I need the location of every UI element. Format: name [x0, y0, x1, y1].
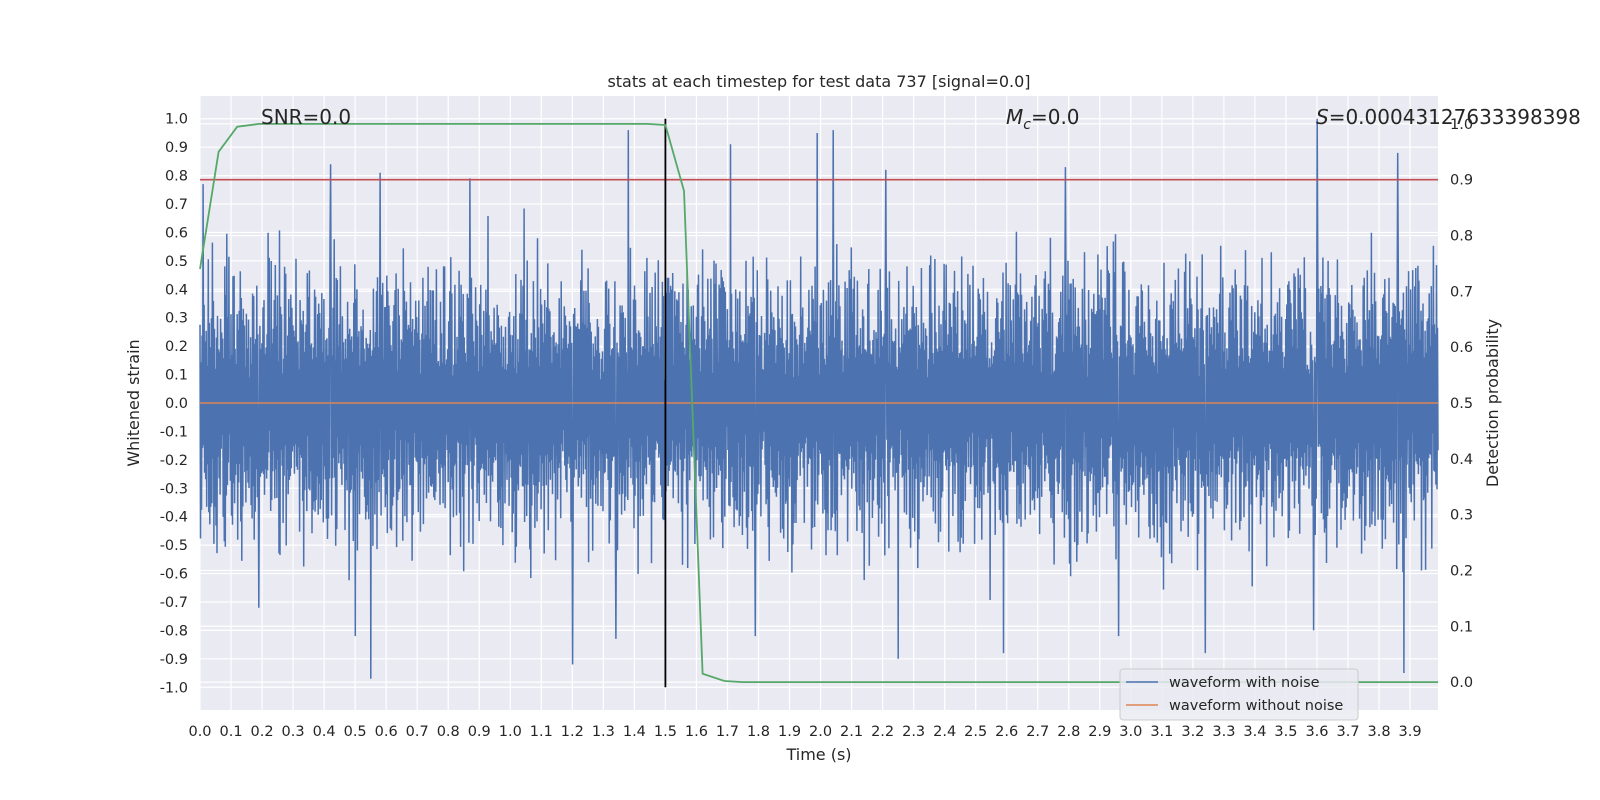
x-tick-label: 0.4: [313, 724, 336, 740]
x-tick-label: 1.7: [716, 724, 739, 740]
x-tick-label: 1.8: [747, 724, 770, 740]
y2-tick-label: 0.1: [1450, 619, 1473, 635]
y2-tick-label: 0.0: [1450, 675, 1473, 691]
x-tick-label: 1.0: [499, 724, 522, 740]
chart-title: stats at each timestep for test data 737…: [607, 72, 1030, 91]
x-tick-label: 3.8: [1368, 724, 1391, 740]
y2-tick-label: 0.7: [1450, 284, 1473, 300]
y-tick-label: 1.0: [165, 112, 188, 128]
x-tick-label: 3.4: [1243, 724, 1266, 740]
y-axis-label: Whitened strain: [124, 339, 143, 466]
y2-tick-label: 0.2: [1450, 563, 1473, 579]
x-tick-label: 2.0: [809, 724, 832, 740]
x-axis-label: Time (s): [785, 745, 851, 764]
x-tick-label: 2.8: [1057, 724, 1080, 740]
chirp-mass-value: =0.0: [1031, 105, 1080, 129]
legend-label-clean: waveform without noise: [1169, 698, 1343, 714]
y2-tick-label: 0.5: [1450, 396, 1473, 412]
x-tick-label: 1.6: [685, 724, 708, 740]
s-symbol: S: [1316, 105, 1329, 129]
x-tick-label: 0.6: [375, 724, 398, 740]
x-tick-label: 0.7: [406, 724, 429, 740]
x-tick-label: 1.1: [530, 724, 553, 740]
y-tick-label: 0.5: [165, 254, 188, 270]
y-tick-label: -0.3: [160, 481, 188, 497]
x-tick-label: 1.3: [592, 724, 615, 740]
snr-annotation: SNR=0.0: [261, 105, 351, 129]
y-tick-label: 0.7: [165, 197, 188, 213]
x-tick-label: 3.5: [1274, 724, 1297, 740]
y-tick-label: 0.2: [165, 339, 188, 355]
x-tick-label: 3.2: [1181, 724, 1204, 740]
y2-tick-label: 0.8: [1450, 229, 1473, 245]
x-tick-label: 0.0: [188, 724, 211, 740]
x-tick-label: 0.9: [468, 724, 491, 740]
x-tick-label: 2.6: [995, 724, 1018, 740]
y-tick-label: -0.8: [160, 623, 188, 639]
y-tick-label: -0.5: [160, 538, 188, 554]
y-tick-label: -0.7: [160, 595, 188, 611]
x-tick-label: 2.7: [1026, 724, 1049, 740]
y-tick-label: 0.4: [165, 282, 188, 298]
y2-tick-label: 1.0: [1450, 117, 1473, 133]
noisy-waveform-line: [199, 118, 1439, 679]
y-tick-label: 0.3: [165, 311, 188, 327]
x-tick-label: 3.7: [1336, 724, 1359, 740]
chirp-mass-annotation: Mc=0.0: [1006, 105, 1080, 133]
y-tick-label: 0.6: [165, 225, 188, 241]
x-tick-label: 1.2: [561, 724, 584, 740]
y-tick-label: -0.6: [160, 567, 188, 583]
s-value: =0.00043127633398398: [1329, 105, 1581, 129]
x-tick-label: 2.3: [902, 724, 925, 740]
x-tick-label: 0.3: [282, 724, 305, 740]
y-tick-label: 0.1: [165, 368, 188, 384]
x-tick-label: 3.3: [1212, 724, 1235, 740]
x-tick-label: 0.8: [437, 724, 460, 740]
x-axis-ticks: 0.0 0.1 0.2 0.3 0.4 0.5 0.6 0.7 0.8 0.9 1.0 1.1 1.2 1…: [188, 724, 1421, 740]
x-tick-label: 1.4: [623, 724, 646, 740]
y2-tick-label: 0.6: [1450, 340, 1473, 356]
y-tick-label: -0.2: [160, 453, 188, 469]
legend: waveform with noise waveform without noi…: [1119, 668, 1359, 721]
y2-tick-label: 0.9: [1450, 173, 1473, 189]
legend-box: [1119, 668, 1359, 721]
y-tick-label: 0.8: [165, 169, 188, 185]
series-noisy-waveform: [199, 118, 1439, 679]
y2-tick-label: 0.3: [1450, 508, 1473, 524]
y-tick-label: -0.1: [160, 424, 188, 440]
y-tick-label: -0.4: [160, 510, 188, 526]
y-axis-ticks: 1.0 0.9 0.8 0.7 0.6 0.5 0.4 0.3 0.2 0.1 0.0 -0.1 -0.…: [160, 112, 188, 697]
x-tick-label: 1.9: [778, 724, 801, 740]
y-tick-label: 0.9: [165, 140, 188, 156]
series-detection-probability: [199, 123, 1438, 683]
x-tick-label: 2.1: [840, 724, 863, 740]
x-tick-label: 0.5: [344, 724, 367, 740]
y-tick-label: 0.0: [165, 396, 188, 412]
y-tick-label: -1.0: [160, 680, 188, 696]
x-tick-label: 3.9: [1399, 724, 1422, 740]
x-tick-label: 3.6: [1305, 724, 1328, 740]
y-tick-label: -0.9: [160, 652, 188, 668]
probability-line: [199, 123, 1438, 683]
chirp-mass-subscript: c: [1023, 117, 1031, 133]
y2-axis-ticks: 1.0 0.9 0.8 0.7 0.6 0.5 0.4 0.3 0.2 0.1 0.0: [1450, 117, 1473, 691]
x-tick-label: 0.1: [219, 724, 242, 740]
s-annotation: S=0.00043127633398398: [1316, 105, 1581, 129]
legend-label-noisy: waveform with noise: [1169, 675, 1320, 691]
x-tick-label: 2.2: [871, 724, 894, 740]
chirp-mass-symbol: M: [1006, 105, 1023, 129]
x-tick-label: 2.5: [964, 724, 987, 740]
x-tick-label: 2.4: [933, 724, 956, 740]
y2-tick-label: 0.4: [1450, 452, 1473, 468]
x-tick-label: 2.9: [1088, 724, 1111, 740]
x-tick-label: 3.0: [1119, 724, 1142, 740]
x-tick-label: 3.1: [1150, 724, 1173, 740]
y2-axis-label: Detection probability: [1483, 319, 1502, 487]
x-tick-label: 1.5: [654, 724, 677, 740]
x-tick-label: 0.2: [251, 724, 274, 740]
